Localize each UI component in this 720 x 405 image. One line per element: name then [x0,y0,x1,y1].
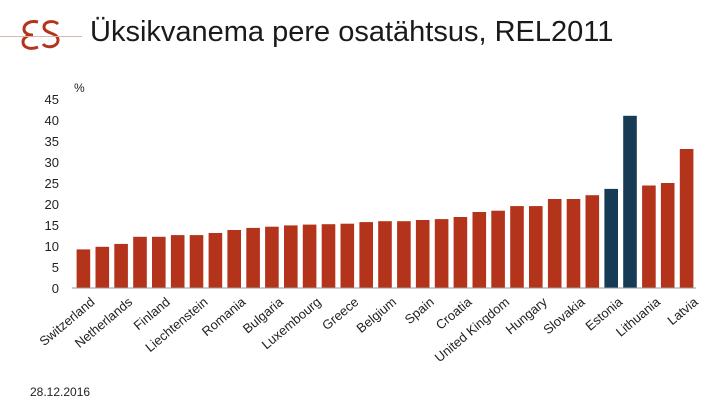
bar [472,212,487,288]
bar [604,188,618,288]
x-tick-label: Hungary [503,294,551,337]
y-tick-label: 40 [45,113,59,128]
bar [133,236,147,288]
bar [321,224,336,288]
x-tick-label: Spain [402,294,437,327]
bar [152,236,166,288]
bar [623,115,637,288]
bar [114,243,128,288]
y-tick-label: 15 [45,218,59,233]
x-tick-label: Latvia [664,294,701,328]
bar [378,221,392,288]
bar [265,226,279,288]
bar [453,217,468,288]
y-tick-label: 35 [45,134,59,149]
y-tick-label: 25 [45,176,59,191]
bar [284,225,298,288]
y-axis-label: % [74,81,85,95]
y-tick-label: 10 [45,239,59,254]
bar [491,210,505,288]
page-title: Üksikvanema pere osatähtsus, REL2011 [90,16,614,48]
bar [529,206,543,288]
title-rule [0,36,82,37]
footer-date: 28.12.2016 [30,385,91,399]
y-tick-label: 5 [52,260,59,275]
x-tick-label: Romania [199,294,249,339]
bar [227,230,241,288]
bar [510,206,524,288]
y-tick-label: 0 [52,281,59,296]
bar [397,221,411,288]
logo-icon [21,20,60,50]
bar [585,195,600,288]
y-tick-label: 20 [45,197,59,212]
bar [246,227,260,288]
bar [302,224,317,288]
bar [76,249,91,288]
y-tick-label: 30 [45,155,59,170]
bar [679,149,694,288]
bar [566,199,581,288]
x-tick-label: Slovakia [540,294,588,338]
bar [170,235,185,288]
x-tick-label: Belgium [353,294,399,336]
bar [547,199,562,288]
bar [660,183,675,288]
bar [359,222,373,288]
bar [95,246,110,288]
bar [415,220,430,288]
bar [340,223,355,288]
bar [642,185,656,288]
bar [434,219,449,288]
y-tick-label: 45 [45,92,59,107]
bar [208,233,223,288]
bar [189,235,204,288]
